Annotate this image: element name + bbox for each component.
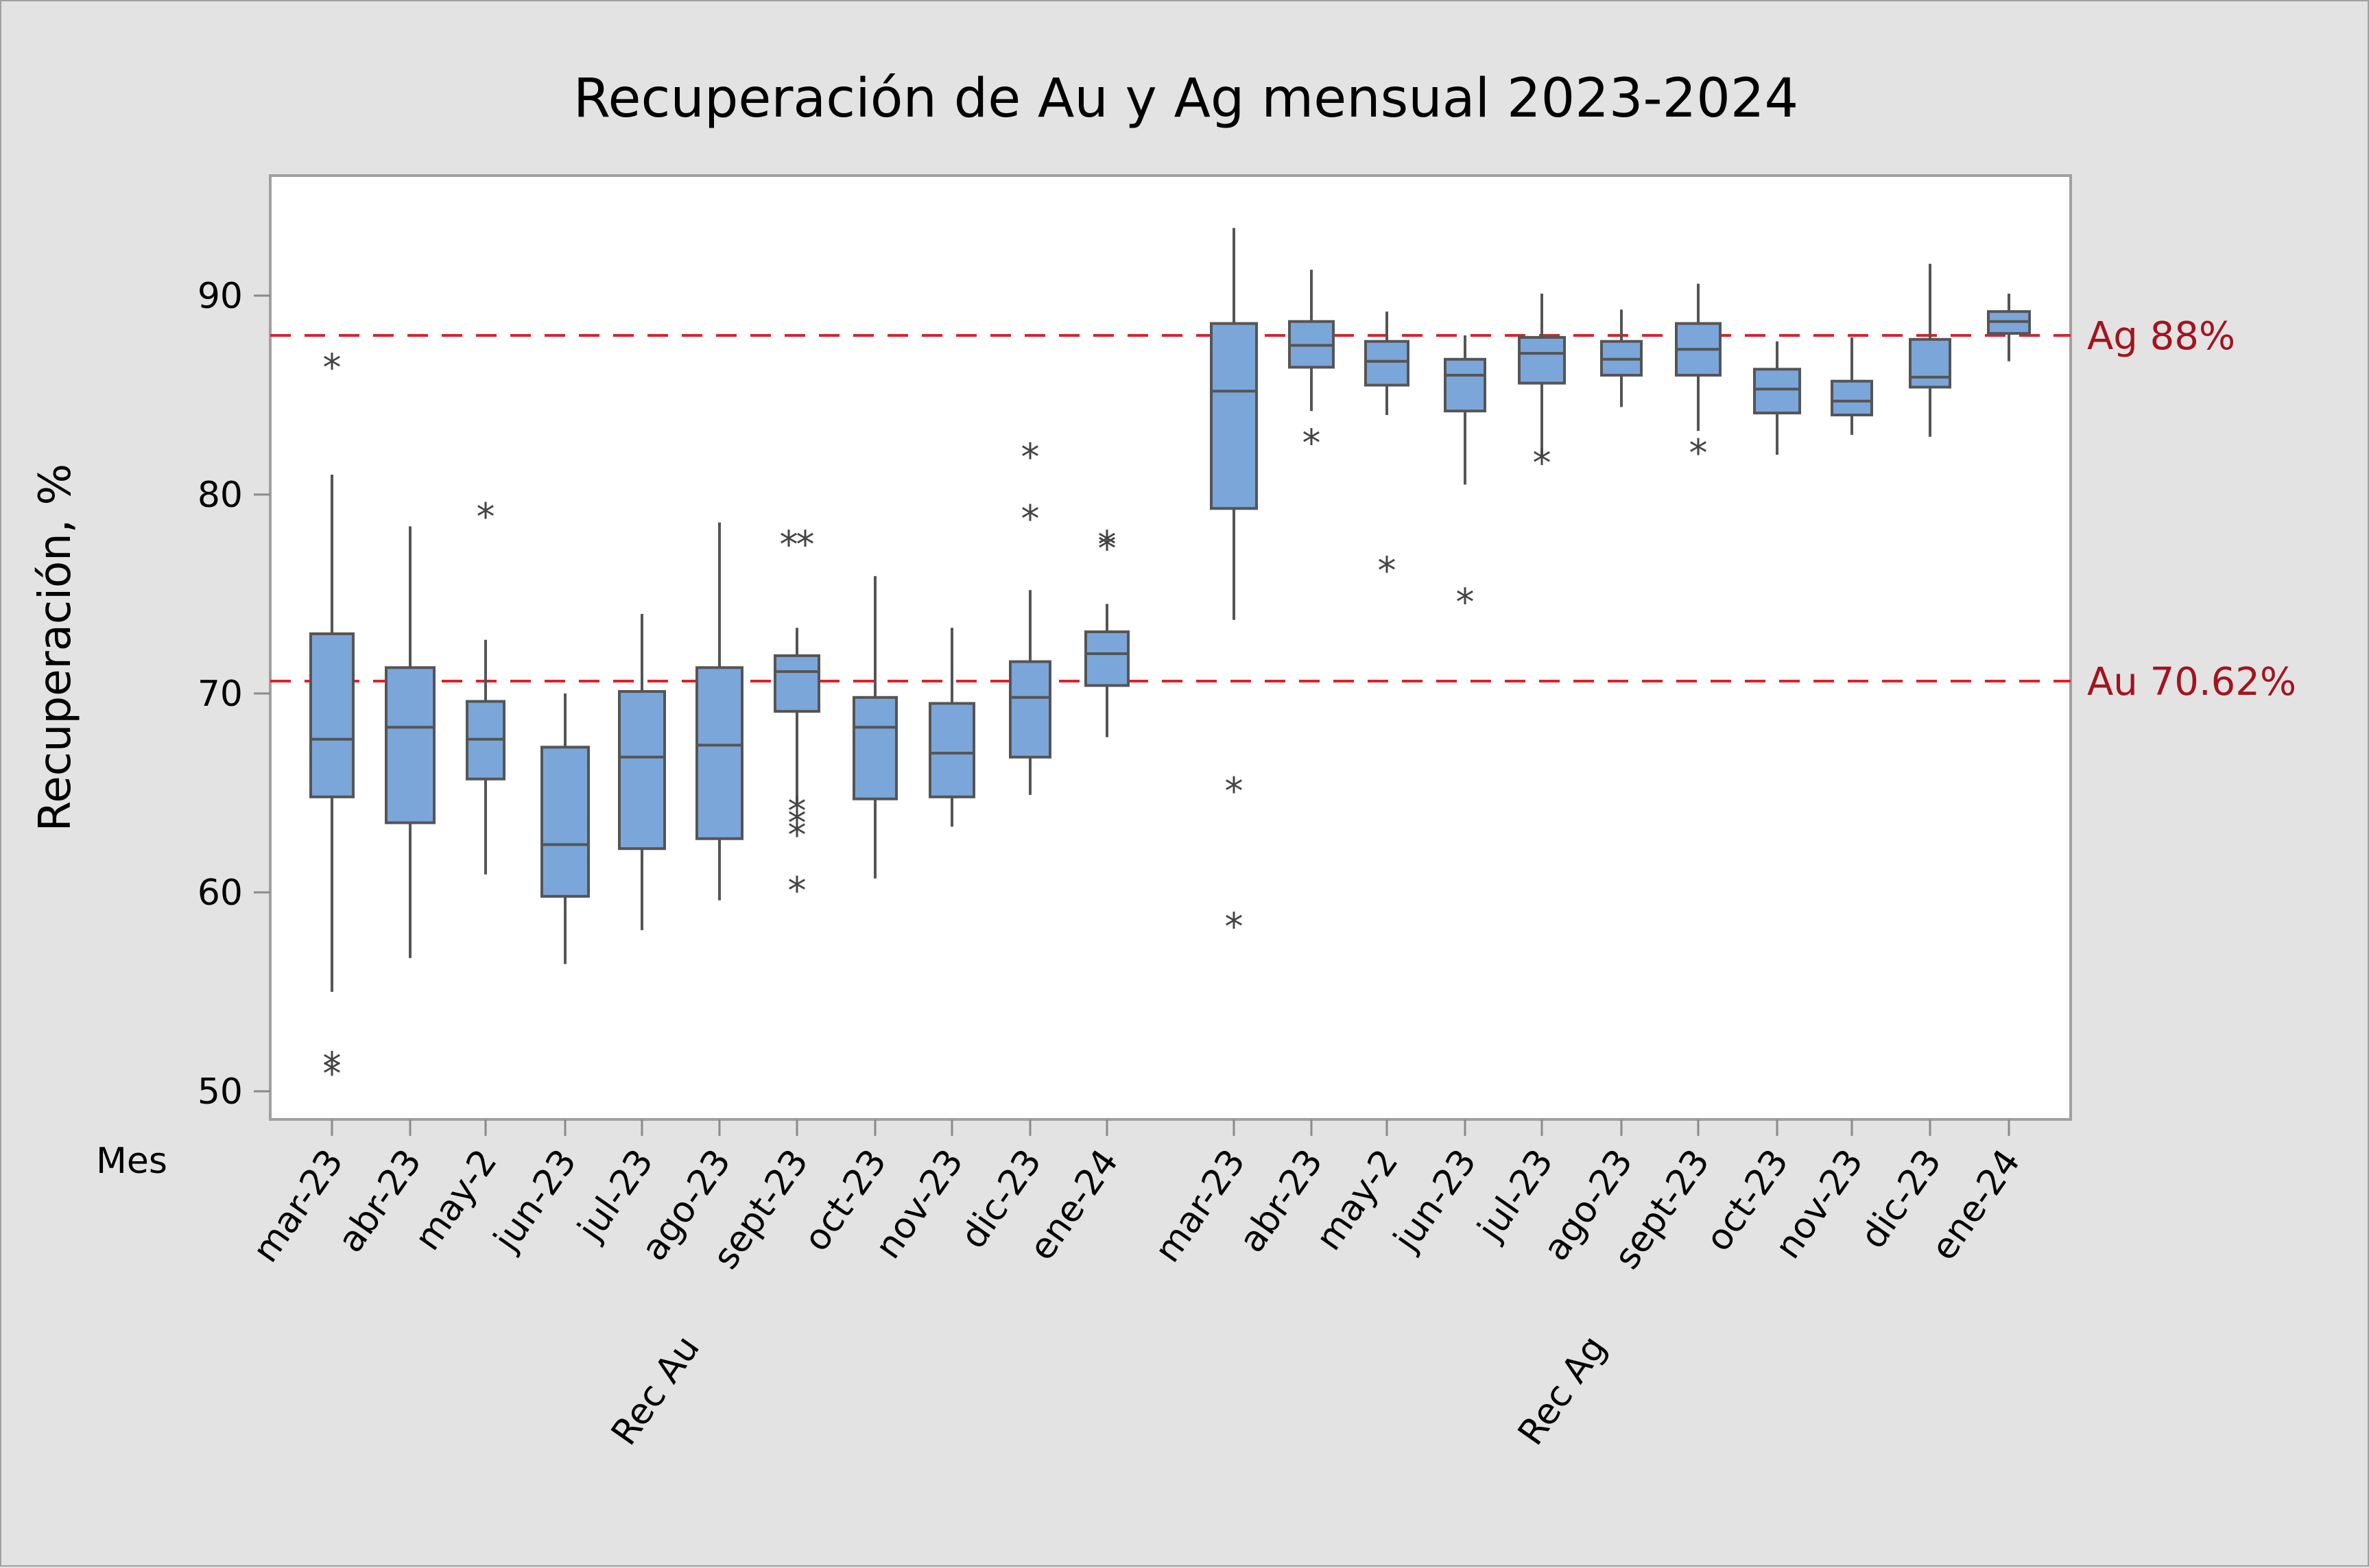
y-tick-label: 60 <box>198 872 243 914</box>
outlier-icon: * <box>1302 422 1321 465</box>
iqr-box <box>774 654 820 713</box>
reference-line-label: Au 70.62% <box>2087 660 2296 704</box>
box-RecAu-may-2[interactable]: * <box>466 495 505 875</box>
box-RecAg-may-2[interactable]: * <box>1364 311 1409 592</box>
outlier-icon: * <box>1098 527 1117 570</box>
x-tick-label: abr-23 <box>1231 1142 1331 1260</box>
box-RecAg-mar-23[interactable]: ** <box>1210 228 1258 948</box>
reference-line-label: Ag 88% <box>2087 314 2235 359</box>
box-RecAu-ago-23[interactable] <box>695 522 743 901</box>
iqr-box <box>1909 337 1951 389</box>
outlier-icon: * <box>1533 442 1551 485</box>
box-RecAu-oct-23[interactable] <box>853 575 898 879</box>
iqr-box <box>1364 340 1409 387</box>
iqr-box <box>1831 379 1873 417</box>
x-tick-label: may-2 <box>407 1142 505 1258</box>
box-RecAg-sept-23[interactable]: * <box>1675 283 1722 475</box>
box-RecAu-nov-23[interactable] <box>929 628 975 827</box>
iqr-box <box>309 632 355 798</box>
y-tick-label: 70 <box>198 674 243 715</box>
y-axis: 50 60 70 80 90 <box>198 276 270 1113</box>
box-RecAg-abr-23[interactable]: * <box>1288 270 1335 465</box>
outlier-icon: * <box>323 1052 342 1095</box>
outlier-icon: * <box>1021 497 1040 541</box>
iqr-box <box>1518 335 1566 385</box>
outlier-icon: * <box>1098 523 1117 567</box>
outlier-icon: * <box>788 789 807 833</box>
x-row-label: Mes <box>96 1141 167 1182</box>
box-RecAg-dic-23[interactable] <box>1909 263 1951 437</box>
box-RecAu-jun-23[interactable] <box>540 693 590 964</box>
x-tick-label: jun-23 <box>486 1142 585 1259</box>
plot-area <box>269 174 2072 1121</box>
y-tick-label: 80 <box>198 475 243 516</box>
x-tick-label: may-2 <box>1308 1142 1406 1258</box>
outlier-icon: * <box>1456 581 1475 624</box>
outlier-icon: * <box>788 802 807 845</box>
box-RecAg-ene-24[interactable] <box>1987 294 2031 361</box>
iqr-box <box>929 702 975 798</box>
box-RecAg-jul-23[interactable]: * <box>1518 294 1566 485</box>
x-tick-label: jun-23 <box>1385 1142 1485 1259</box>
x-tick-label: abr-23 <box>330 1142 429 1260</box>
box-RecAu-ene-24[interactable]: ** <box>1084 523 1130 737</box>
y-tick-label: 50 <box>198 1071 243 1113</box>
iqr-box <box>1444 357 1486 413</box>
group-label-recau: Rec Au <box>604 1329 708 1453</box>
y-tick-label: 90 <box>198 276 243 317</box>
outlier-icon: * <box>477 495 495 538</box>
iqr-box <box>695 666 743 840</box>
box-RecAg-nov-23[interactable] <box>1831 337 1873 435</box>
box-RecAu-jul-23[interactable] <box>618 614 666 931</box>
iqr-box <box>1753 368 1801 415</box>
outlier-icon: * <box>796 523 815 567</box>
iqr-box <box>385 666 436 824</box>
box-series: ******************** * <box>309 228 2031 1096</box>
outlier-icon: * <box>1225 905 1243 948</box>
outlier-icon: * <box>1021 436 1040 479</box>
iqr-box <box>1084 630 1130 687</box>
box-RecAu-dic-23[interactable]: ** <box>1009 436 1051 795</box>
y-axis-title: Recuperación, % <box>30 464 81 831</box>
outlier-icon: * <box>1689 431 1708 475</box>
box-RecAu-abr-23[interactable] <box>385 526 436 958</box>
box-RecAu-mar-23[interactable]: *** <box>309 346 355 1096</box>
iqr-box <box>618 690 666 851</box>
outlier-icon: * <box>323 346 342 390</box>
x-tick-label: mar-23 <box>245 1142 352 1270</box>
outlier-icon: * <box>323 1044 342 1087</box>
box-RecAg-jun-23[interactable]: * <box>1444 335 1486 624</box>
outlier-icon: * <box>788 869 807 912</box>
x-axis: mar-23abr-23may-2jun-23jul-23ago-23sept-… <box>245 1119 2029 1453</box>
box-RecAu-sept-23[interactable]: ****** <box>774 523 820 913</box>
iqr-box <box>1210 322 1258 510</box>
x-tick-label: mar-23 <box>1147 1142 1254 1270</box>
iqr-box <box>540 746 590 898</box>
outlier-icon: * <box>1225 770 1243 813</box>
box-RecAg-ago-23[interactable] <box>1600 309 1643 407</box>
reference-lines: Ag 88% Au 70.62% <box>270 314 2296 704</box>
iqr-box <box>1009 660 1051 759</box>
outlier-icon: * <box>1378 549 1396 592</box>
outlier-icon: * <box>780 523 798 567</box>
iqr-box <box>853 696 898 800</box>
chart-title: Recuperación de Au y Ag mensual 2023-202… <box>573 68 1798 130</box>
box-RecAg-oct-23[interactable] <box>1753 341 1801 455</box>
group-label-recag: Rec Ag <box>1510 1329 1615 1453</box>
outlier-icon: * <box>788 813 807 857</box>
